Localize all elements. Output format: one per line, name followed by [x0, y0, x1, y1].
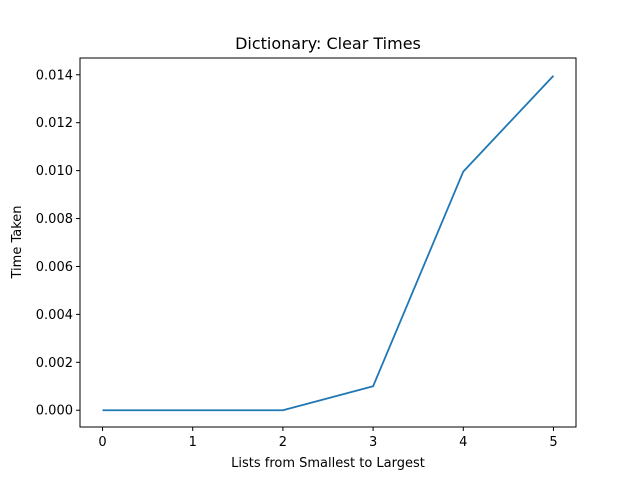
x-tick-label: 1 — [189, 435, 197, 450]
x-tick-label: 3 — [369, 435, 377, 450]
x-tick-label: 2 — [279, 435, 287, 450]
y-tick-label: 0.006 — [36, 260, 73, 275]
plot-area-frame — [79, 57, 577, 428]
y-tick-label: 0.000 — [36, 404, 73, 419]
y-axis-label: Time Taken — [10, 205, 25, 279]
x-tick-label: 0 — [98, 435, 106, 450]
y-tick-label: 0.010 — [36, 164, 73, 179]
y-axis-ticks: 0.000 0.002 0.004 0.006 0.008 0.010 0.012 0.014 — [36, 68, 80, 419]
x-tick-label: 5 — [549, 435, 557, 450]
y-tick-label: 0.002 — [36, 356, 73, 371]
x-axis-label: Lists from Smallest to Largest — [231, 456, 425, 471]
y-tick-label: 0.004 — [36, 308, 73, 323]
series-layer — [102, 75, 555, 412]
chart-title: Dictionary: Clear Times — [235, 34, 421, 53]
y-tick-label: 0.012 — [36, 116, 73, 131]
x-tick-label: 4 — [459, 435, 467, 450]
y-tick-label: 0.008 — [36, 212, 73, 227]
y-tick-label: 0.014 — [36, 68, 73, 83]
x-axis-ticks: 0 1 2 3 4 5 — [98, 427, 558, 450]
series-line — [102, 75, 555, 412]
